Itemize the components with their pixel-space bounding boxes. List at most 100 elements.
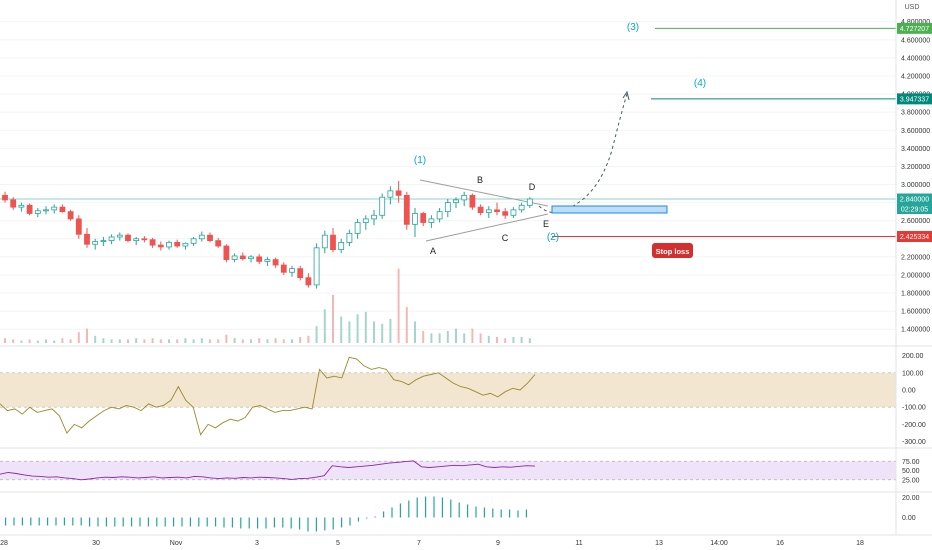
momentum-bar	[265, 517, 267, 529]
candle-body	[477, 206, 484, 213]
indicator-band	[0, 461, 896, 480]
time-tick-label: 11	[575, 540, 582, 547]
volume-bar	[135, 338, 138, 343]
volume-bar	[118, 339, 121, 343]
candle-body	[453, 199, 459, 204]
stop-loss-badge	[652, 243, 693, 258]
candle-body	[116, 234, 123, 238]
candle-body	[59, 206, 66, 213]
momentum-bar	[181, 517, 183, 527]
indicator-line	[0, 460, 536, 481]
momentum-bar	[21, 517, 23, 526]
momentum-bar	[189, 517, 191, 527]
volume-bar	[397, 268, 400, 343]
candle-body	[371, 214, 377, 220]
momentum-bar	[349, 517, 351, 526]
volume-bar	[12, 339, 15, 343]
candle-body	[444, 202, 451, 213]
triangle-upper-trendline[interactable]	[419, 179, 549, 207]
candle-body	[321, 234, 328, 249]
momentum-bar	[147, 517, 149, 527]
price-tick-label: 3.000000	[901, 182, 930, 189]
volume-bar	[487, 335, 490, 343]
volume-bar	[291, 339, 293, 343]
indicator-band	[0, 372, 896, 408]
price-pane[interactable]: (1) (2) (3) (4) A B C D E Stop loss	[0, 21, 896, 343]
momentum-bar	[273, 517, 275, 528]
momentum-bar	[475, 506, 477, 518]
momentum-bar	[416, 497, 418, 518]
oscillator-pane[interactable]	[0, 345, 932, 436]
volume-bar	[110, 339, 113, 343]
volume-bar	[4, 338, 6, 343]
volume-bar	[258, 338, 261, 343]
price-axis[interactable]: USD 4.8000004.6000004.4000004.2000004.00…	[895, 0, 932, 535]
triangle-pattern-drawing[interactable]	[419, 179, 549, 242]
candle-body	[248, 256, 254, 260]
entry-zone-box[interactable]	[551, 205, 668, 214]
volume-bar	[184, 338, 187, 343]
indicator-tick-label: 100.00	[902, 370, 924, 377]
volume-bar	[455, 328, 457, 343]
momentum-bar	[391, 507, 393, 518]
indicator-tick-label: 20.00	[902, 495, 920, 502]
volume-bar	[512, 337, 515, 343]
candle-body	[256, 256, 263, 262]
volume-bar	[479, 333, 482, 343]
volume-bar	[438, 333, 441, 343]
momentum-bar	[332, 517, 334, 530]
candle-body	[43, 209, 49, 212]
candle-body	[387, 190, 394, 198]
momentum-bar	[467, 504, 469, 518]
momentum-bar	[89, 517, 91, 527]
candle-body	[313, 247, 320, 286]
candle-body	[34, 210, 41, 214]
time-tick-label: 7	[417, 540, 421, 547]
momentum-bar	[248, 517, 250, 529]
projection-curve[interactable]	[538, 93, 628, 213]
candle-body	[412, 213, 418, 225]
time-tick-label: 18	[856, 540, 864, 547]
triangle-lower-trendline[interactable]	[425, 213, 549, 242]
momentum-bar	[525, 509, 527, 518]
candle-body	[157, 244, 164, 248]
currency-label: USD	[905, 4, 920, 11]
price-tick-label: 4.800000	[901, 19, 930, 26]
momentum-bar	[441, 497, 443, 518]
candle-body	[289, 268, 295, 273]
price-tick-label: 3.400000	[901, 146, 930, 153]
momentum-bar	[425, 496, 427, 518]
stop-loss-callout[interactable]: Stop loss	[652, 243, 693, 258]
projection-arrow-icon	[622, 90, 630, 101]
momentum-bar	[72, 517, 74, 526]
volume-bar	[528, 338, 531, 343]
candle-body	[280, 264, 287, 273]
price-tick-label: 4.600000	[901, 37, 930, 44]
volume-bar	[323, 309, 326, 343]
indicator-tick-label: -200.00	[902, 422, 926, 429]
momentum-bar	[324, 517, 326, 531]
momentum-bar	[131, 517, 133, 527]
countdown-label: 02:29:05	[901, 207, 928, 214]
momentum-bar	[290, 517, 292, 529]
volume-bar	[430, 333, 433, 343]
momentum-bar	[5, 517, 7, 526]
candle-body	[305, 277, 312, 286]
momentum-bar	[114, 517, 116, 527]
price-tick-label: 3.600000	[901, 128, 930, 135]
momentum-pane[interactable]	[0, 491, 932, 532]
indicator-tick-label: 75.00	[902, 459, 920, 466]
candle-body	[2, 194, 8, 201]
volume-bar	[282, 339, 285, 343]
momentum-bar	[450, 499, 452, 518]
momentum-bar	[164, 517, 166, 527]
price-level-badge	[897, 22, 932, 34]
time-axis[interactable]: 28 30 Nov 3 5 7 9 11 13 14:00 16 18	[0, 534, 932, 547]
momentum-bar	[492, 508, 494, 518]
momentum-bar	[257, 517, 259, 529]
volume-bar	[356, 314, 359, 343]
rsi-pane[interactable]	[0, 447, 932, 481]
price-level-badge	[897, 193, 932, 205]
wave-label-4: (4)	[694, 78, 706, 89]
